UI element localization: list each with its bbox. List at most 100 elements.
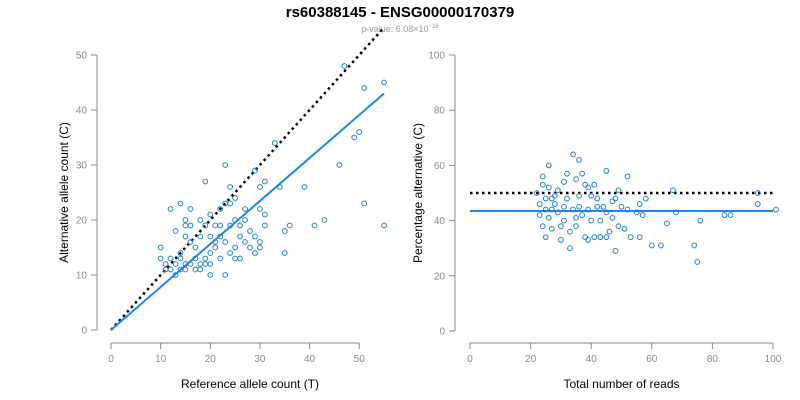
panel1-data-point	[162, 261, 169, 267]
panel1-data-point	[222, 239, 229, 245]
panel2-data-point	[612, 248, 619, 254]
panel1-data-point	[281, 228, 288, 234]
panel2-data-point	[633, 209, 640, 216]
panel2-data-point	[582, 181, 589, 188]
panel1-data-point	[207, 250, 214, 256]
panel1-data-point	[321, 217, 328, 223]
panel1-data-point	[172, 261, 179, 267]
panel1-data-point	[237, 255, 243, 262]
panel1-data-point	[182, 233, 189, 240]
panel1-y-tick-label: 10	[76, 271, 88, 282]
panel2-data-point	[576, 156, 582, 163]
panel2-y-tick-label: 60	[434, 161, 446, 172]
panel2-data-point	[585, 237, 592, 243]
panel1-data-point	[351, 134, 358, 141]
panel1-data-point	[197, 266, 204, 273]
panel1-data-point	[207, 261, 214, 267]
panel1-data-point	[252, 233, 258, 240]
panel1-data-point	[167, 206, 174, 212]
panel2-data-point	[564, 195, 570, 202]
panel1-data-point	[242, 217, 248, 223]
panel1-data-point	[237, 233, 243, 240]
panel1-data-point	[381, 79, 387, 86]
panel2-data-point	[542, 206, 549, 213]
panel1-reference-line	[110, 26, 385, 331]
panel2-data-point	[603, 168, 610, 174]
panel1-data-point	[222, 272, 229, 278]
panel1-data-point	[261, 222, 268, 229]
panel2-data-point	[597, 234, 604, 241]
panel1-y-axis-title: Alternative allele count (C)	[57, 122, 71, 263]
panel2-data-point	[536, 201, 543, 207]
panel1-data-point	[217, 222, 224, 229]
panel1-x-axis-title: Reference allele count (T)	[181, 377, 319, 391]
panel2-data-point	[585, 206, 592, 213]
chart-subtitle: p-value: 6.08×10−16	[361, 24, 439, 34]
panel1-data-point	[202, 261, 209, 267]
panel2-data-point	[664, 220, 670, 227]
panel2-data-point	[639, 212, 646, 218]
panel1-data-point	[202, 178, 209, 185]
panel1-data-point	[247, 228, 253, 234]
panel1-data-point	[177, 255, 184, 262]
panel2-data-point	[727, 212, 734, 218]
panel2-data-point	[621, 225, 628, 232]
panel1-data-point	[252, 250, 258, 256]
panel2-data-point	[773, 206, 779, 213]
panel1-y-tick-label: 30	[76, 161, 88, 172]
panel2-data-point	[542, 195, 549, 202]
panel2-data-point	[567, 245, 573, 252]
panel2-y-tick-label: 0	[439, 327, 445, 338]
panel1-data-point	[192, 266, 199, 273]
panel2-data-point	[582, 234, 589, 241]
panel1-data-point	[237, 222, 243, 229]
panel1-data-point	[257, 184, 263, 190]
panel2-data-point	[657, 242, 664, 249]
panel2-x-tick-label: 100	[765, 354, 782, 365]
panel1-y-tick-label: 20	[76, 216, 88, 227]
panel1-x-tick-label: 40	[304, 354, 316, 365]
panel2-y-tick-label: 80	[434, 106, 446, 117]
panel1-data-point	[252, 167, 258, 174]
panel2-data-point	[554, 187, 561, 194]
panel2-data-point	[585, 184, 592, 191]
panel1-data-point	[167, 266, 174, 273]
panel2-data-point	[609, 214, 616, 221]
panel2-data-point	[618, 203, 625, 210]
panel2-data-point	[697, 217, 704, 224]
panel1-data-point	[222, 162, 229, 168]
panel1-data-point	[202, 222, 209, 229]
panel2-data-point	[573, 214, 579, 221]
panel1-data-point	[242, 206, 248, 212]
panel1-data-point	[217, 255, 224, 262]
panel2-data-point	[561, 217, 567, 224]
panel2-data-point	[548, 206, 555, 213]
panel2-data-point	[591, 181, 598, 188]
panel1-data-point	[182, 266, 189, 273]
panel2-data-point	[551, 192, 558, 199]
panel2-y-tick-label: 20	[434, 271, 446, 282]
panel2-y-tick-label: 40	[434, 216, 446, 227]
panel2-data-point	[539, 223, 546, 230]
panel1-data-point	[217, 206, 224, 212]
panel2-data-point	[576, 192, 582, 199]
panel2-data-point	[539, 173, 546, 180]
panel1-y-tick-label: 50	[76, 51, 88, 62]
panel2-x-tick-label: 60	[646, 354, 658, 365]
panel2-y-axis-title: Percentage alternative (C)	[411, 123, 425, 263]
panel2-data-point	[642, 195, 649, 202]
panel1-x-tick-label: 10	[155, 354, 167, 365]
panel2-y-tick-label: 100	[428, 51, 445, 62]
panel1-data-point	[187, 222, 194, 229]
panel2-data-point	[691, 242, 698, 249]
panel1-data-point	[172, 228, 179, 234]
panel2-data-point	[600, 203, 607, 210]
panel1-x-tick-label: 0	[108, 354, 114, 365]
panel1-data-point	[207, 233, 214, 240]
panel1-data-point	[177, 200, 184, 207]
panel1-data-point	[232, 195, 239, 201]
panel1-data-point	[192, 255, 199, 262]
panel2-data-point	[570, 151, 576, 158]
panel2-data-point	[545, 214, 552, 221]
